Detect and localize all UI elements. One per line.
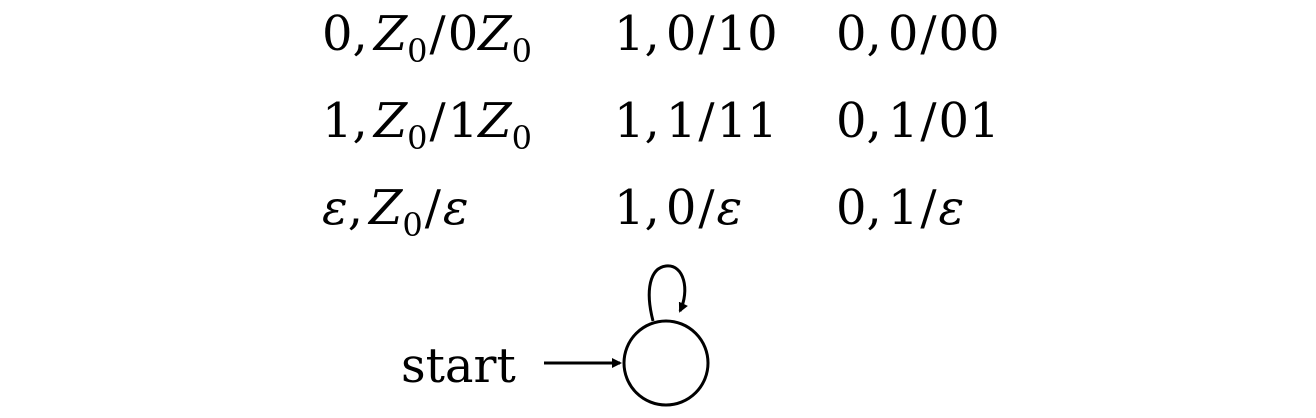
transition-label: 1, Z0/1Z0 (322, 93, 532, 157)
state-node (622, 319, 710, 407)
transition-label: 0, Z0/0Z0 (322, 6, 532, 70)
transition-label: 1, 1/11 (614, 93, 778, 149)
transition-label: 1, 0/10 (614, 6, 778, 62)
self-loop-arrow (647, 264, 688, 322)
transition-label: 0, 0/00 (836, 6, 1000, 62)
transition-label: 0, 1/ε (836, 180, 965, 236)
transition-label: 0, 1/01 (836, 93, 1000, 149)
transition-labels: 0, Z0/0Z0 1, 0/10 0, 0/00 1, Z0/1Z0 1, 1/11 0… (322, 0, 1042, 250)
transition-label: 1, 0/ε (614, 180, 743, 236)
transition-label: ε, Z0/ε (322, 180, 469, 244)
start-label: start (401, 338, 516, 394)
